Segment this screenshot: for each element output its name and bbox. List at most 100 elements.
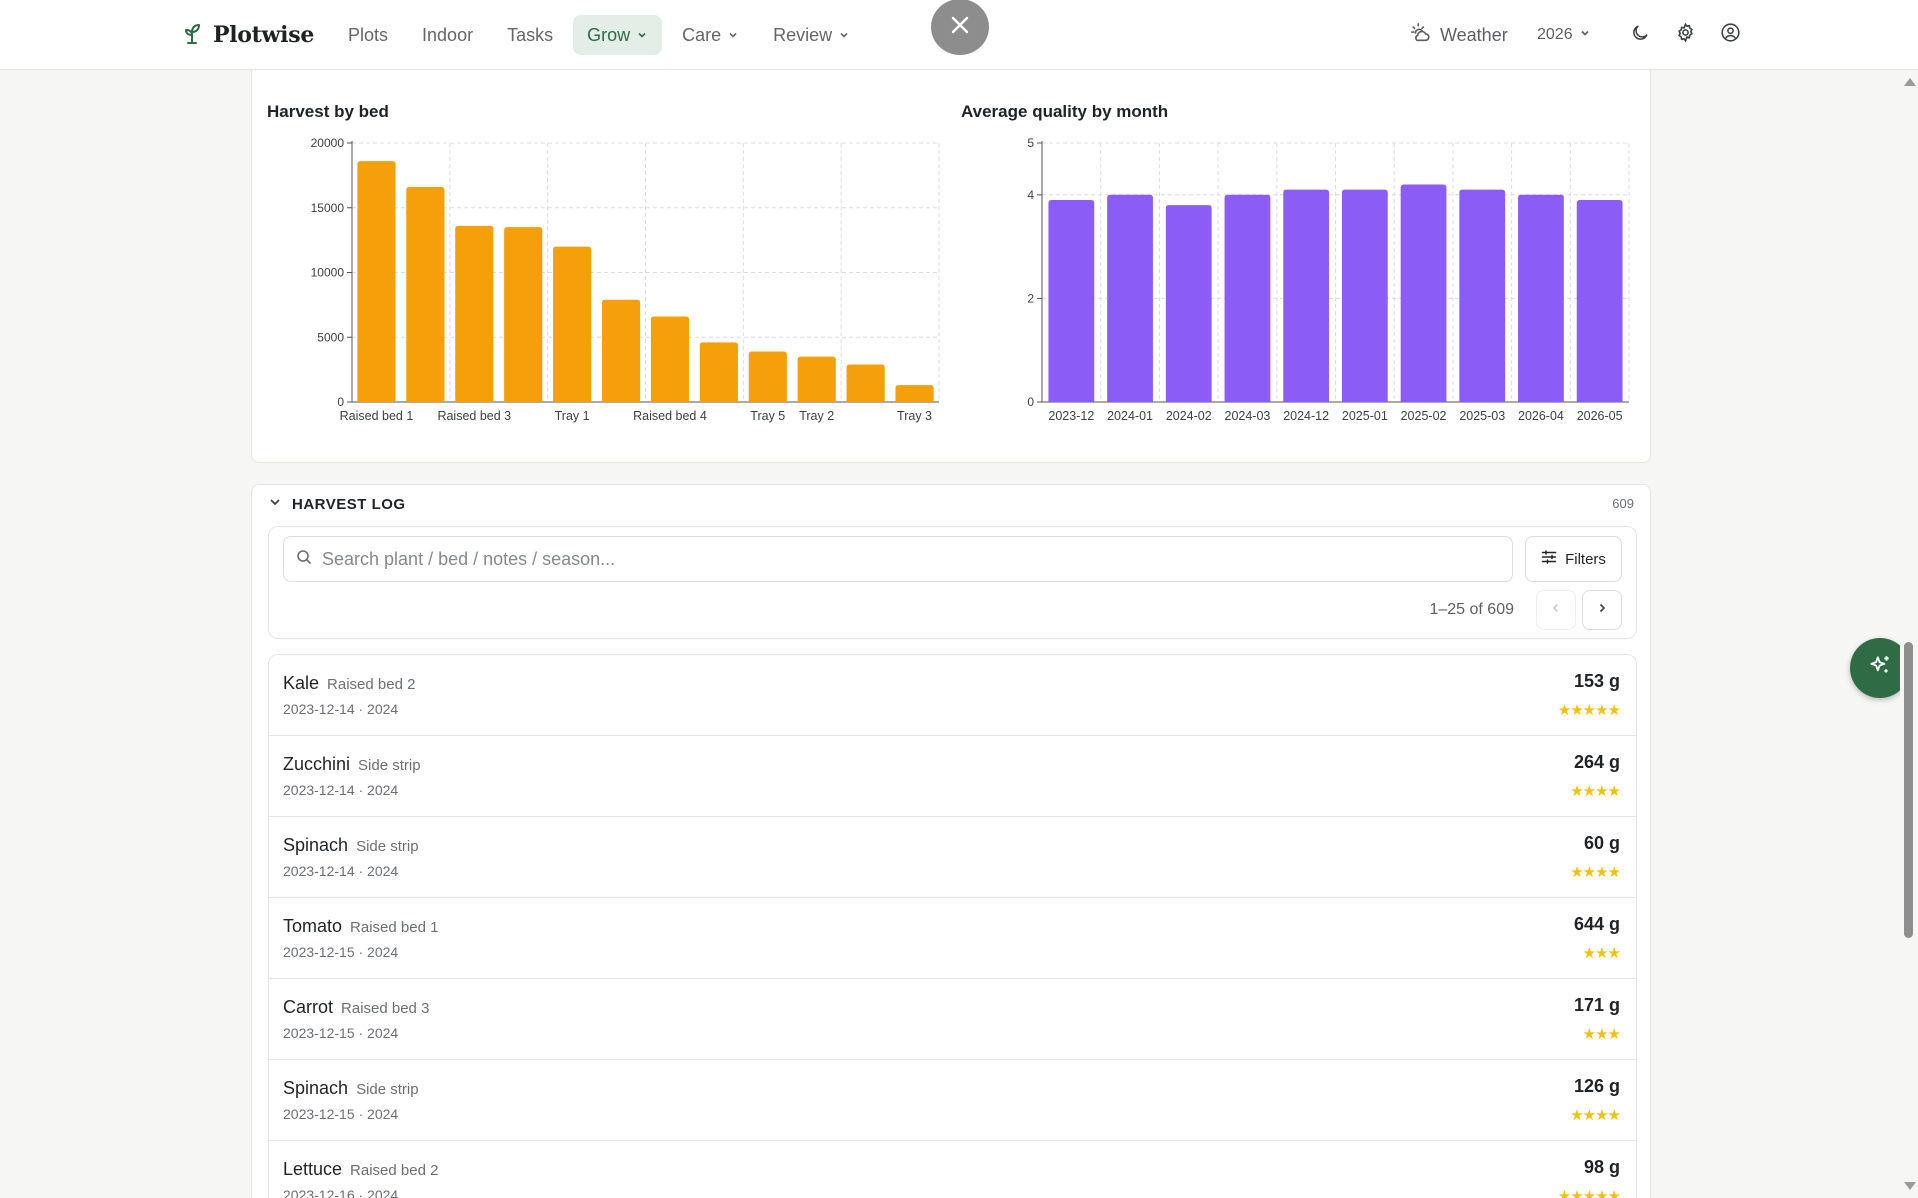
nav-item-review[interactable]: Review [759, 15, 864, 55]
nav-item-indoor[interactable]: Indoor [408, 15, 487, 55]
plant-name: Carrot [283, 997, 334, 1017]
harvest-by-bed-chart: 0 5000 10000 15000 20000 Raised bed 1 Raised b… [311, 136, 940, 423]
harvest-log-toggle[interactable]: HARVEST LOG [268, 485, 406, 523]
harvest-row[interactable]: Spinach Side strip 2023-12-14 · 2024 60 g ★★… [269, 817, 1636, 898]
year-select[interactable]: 2026 [1537, 15, 1591, 55]
row-weight: 126 g [1573, 1076, 1620, 1096]
harvest-list: Kale Raised bed 2 2023-12-14 · 2024 153 g ★★… [268, 654, 1637, 1198]
prev-page-button[interactable] [1536, 590, 1576, 630]
row-date: 2023-12-15 · 2024 [283, 1025, 399, 1041]
bed-name: Raised bed 2 [327, 676, 416, 693]
x-tick-label: 2026-05 [1577, 409, 1623, 423]
moon-icon [1630, 23, 1650, 48]
x-tick-label: 2025-02 [1401, 409, 1447, 423]
row-date: 2023-12-15 · 2024 [283, 944, 399, 960]
x-tick-label: Tray 1 [555, 409, 590, 423]
row-plant: Spinach Side strip [283, 835, 419, 856]
main-nav: Plots Indoor Tasks Grow Care Review [334, 15, 864, 55]
y-tick-label: 10000 [311, 266, 345, 280]
bar[interactable] [1107, 194, 1153, 402]
weather-button[interactable]: Weather [1410, 15, 1508, 55]
weather-sun-cloud-icon [1410, 22, 1432, 49]
nav-item-care[interactable]: Care [668, 15, 753, 55]
plant-name: Tomato [283, 916, 343, 936]
harvest-row[interactable]: Spinach Side strip 2023-12-15 · 2024 126 g ★… [269, 1060, 1636, 1141]
plant-name: Spinach [283, 1078, 349, 1098]
year-value: 2026 [1537, 26, 1573, 43]
plant-name: Kale [283, 673, 320, 693]
search-input[interactable] [322, 548, 1502, 570]
brand-name: Plotwise [213, 22, 315, 48]
row-weight: 171 g [1573, 995, 1620, 1015]
settings-button[interactable] [1673, 22, 1697, 48]
nav-item-tasks[interactable]: Tasks [493, 15, 567, 55]
rating-stars: ★★★★ [1570, 864, 1621, 881]
scroll-thumb[interactable] [1904, 642, 1913, 938]
next-page-button[interactable] [1582, 590, 1622, 630]
bar[interactable] [1400, 184, 1447, 402]
harvest-log-title: HARVEST LOG [292, 495, 406, 513]
bar[interactable] [1224, 194, 1271, 402]
bar[interactable] [553, 246, 592, 402]
bar[interactable] [699, 342, 738, 402]
close-icon [949, 14, 971, 41]
bar[interactable] [797, 356, 836, 402]
brand[interactable]: Plotwise [181, 20, 314, 50]
plant-name: Zucchini [283, 754, 351, 774]
x-tick-label: Raised bed 4 [633, 409, 707, 423]
chevron-down-icon [838, 25, 850, 46]
bar[interactable] [895, 385, 934, 402]
sprout-logo-icon [181, 21, 203, 50]
nav-item-grow[interactable]: Grow [573, 15, 663, 55]
harvest-row[interactable]: Zucchini Side strip 2023-12-14 · 2024 264 g… [269, 736, 1636, 817]
bed-name: Raised bed 1 [350, 919, 439, 936]
dark-mode-toggle[interactable] [1628, 23, 1652, 47]
bar[interactable] [455, 225, 494, 402]
x-tick-label: Tray 3 [897, 409, 932, 423]
bed-name: Side strip [356, 838, 419, 855]
nav-item-label: Tasks [507, 24, 554, 45]
row-plant: Zucchini Side strip [283, 754, 421, 775]
y-tick-label: 20000 [311, 136, 345, 150]
bed-name: Side strip [356, 1081, 419, 1098]
bar[interactable] [650, 316, 690, 402]
bar[interactable] [1341, 189, 1388, 402]
harvest-row[interactable]: Carrot Raised bed 3 2023-12-15 · 2024 171 g… [269, 979, 1636, 1060]
bar[interactable] [406, 187, 445, 402]
bar[interactable] [1048, 199, 1095, 402]
quality-by-month-chart: 0 2 4 5 2023-12 2024-01 2024-02 2024-03 2024-12 2… [1027, 136, 1630, 423]
bar[interactable] [504, 227, 543, 402]
y-tick-label: 0 [337, 395, 344, 409]
scroll-down-arrow[interactable] [1904, 1182, 1916, 1190]
bar[interactable] [1459, 189, 1506, 402]
y-tick-label: 0 [1027, 395, 1034, 409]
bar[interactable] [1576, 199, 1623, 402]
row-plant: Kale Raised bed 2 [283, 673, 415, 694]
bar[interactable] [748, 351, 787, 402]
row-plant: Lettuce Raised bed 2 [283, 1159, 438, 1180]
close-button[interactable] [931, 0, 989, 55]
y-tick-label: 5000 [317, 330, 344, 344]
gear-icon [1675, 22, 1696, 48]
nav-item-plots[interactable]: Plots [334, 15, 402, 55]
bar[interactable] [1518, 194, 1564, 402]
harvest-row[interactable]: Lettuce Raised bed 2 2023-12-16 · 2024 98 g… [269, 1141, 1636, 1198]
x-tick-label: Raised bed 1 [340, 409, 414, 423]
page-scrollbar[interactable] [1900, 70, 1918, 1198]
filters-button[interactable]: Filters [1525, 536, 1622, 582]
bar[interactable] [846, 364, 885, 402]
harvest-row[interactable]: Kale Raised bed 2 2023-12-14 · 2024 153 g ★★… [269, 655, 1636, 736]
chevron-right-icon [1596, 601, 1608, 619]
scroll-up-arrow[interactable] [1904, 78, 1916, 86]
pager-range: 1–25 of 609 [1429, 601, 1514, 618]
account-button[interactable] [1718, 23, 1742, 47]
chevron-down-icon [1579, 26, 1591, 44]
bar[interactable] [601, 299, 641, 402]
rating-stars: ★★★★★ [1557, 702, 1621, 719]
bar[interactable] [1283, 189, 1330, 402]
harvest-row[interactable]: Tomato Raised bed 1 2023-12-15 · 2024 644 g… [269, 898, 1636, 979]
x-tick-label: 2025-01 [1342, 409, 1388, 423]
bar[interactable] [357, 161, 396, 402]
bar[interactable] [1165, 205, 1212, 402]
row-date: 2023-12-16 · 2024 [283, 1187, 399, 1198]
